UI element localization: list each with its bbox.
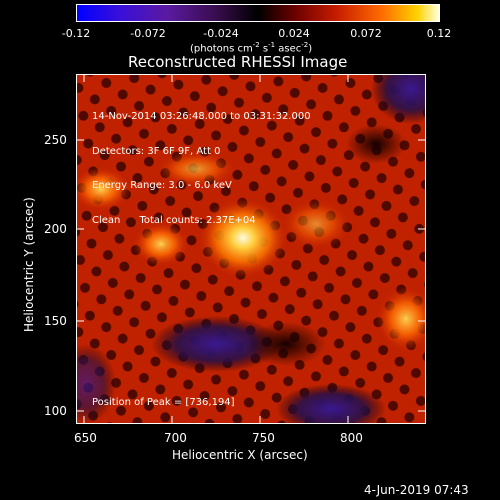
- info-time-range: 14-Nov-2014 03:26:48.000 to 03:31:32.000: [92, 111, 311, 122]
- rhessi-image: [76, 74, 426, 424]
- x-axis-label: Heliocentric X (arcsec): [172, 448, 308, 462]
- y-tick: 100: [44, 404, 67, 418]
- y-tick: 150: [44, 314, 67, 328]
- colorbar-units: (photons cm-2 s-1 asec-2): [190, 41, 313, 55]
- colorbar-tick: -0.12: [61, 27, 91, 40]
- plot-title: Reconstructed RHESSI Image: [128, 53, 348, 71]
- colorbar: [76, 4, 440, 22]
- colorbar-tick: 0.024: [278, 27, 310, 40]
- axis-ticks: [76, 74, 426, 424]
- info-energy: Energy Range: 3.0 - 6.0 keV: [92, 180, 232, 191]
- info-detectors: Detectors: 3F 6F 9F, Att 0: [92, 145, 221, 157]
- info-block: 14-Nov-2014 03:26:48.000 to 03:31:32.000…: [92, 88, 311, 238]
- info-counts: Clean Total counts: 2.37E+04: [92, 214, 256, 226]
- colorbar-tick: -0.072: [130, 27, 166, 40]
- colorbar-tick: 0.12: [426, 27, 452, 40]
- x-tick: 700: [164, 431, 187, 445]
- colorbar-tick: 0.072: [350, 27, 382, 40]
- y-tick: 200: [44, 222, 67, 236]
- y-tick: 250: [44, 133, 67, 147]
- x-tick: 800: [340, 431, 363, 445]
- colorbar-tick: -0.024: [203, 27, 239, 40]
- peak-position-label: Position of Peak = [736,194]: [92, 397, 235, 408]
- timestamp: 4-Jun-2019 07:43: [364, 483, 469, 497]
- y-axis-label: Heliocentric Y (arcsec): [22, 197, 36, 332]
- x-tick: 650: [74, 431, 97, 445]
- x-tick: 750: [252, 431, 275, 445]
